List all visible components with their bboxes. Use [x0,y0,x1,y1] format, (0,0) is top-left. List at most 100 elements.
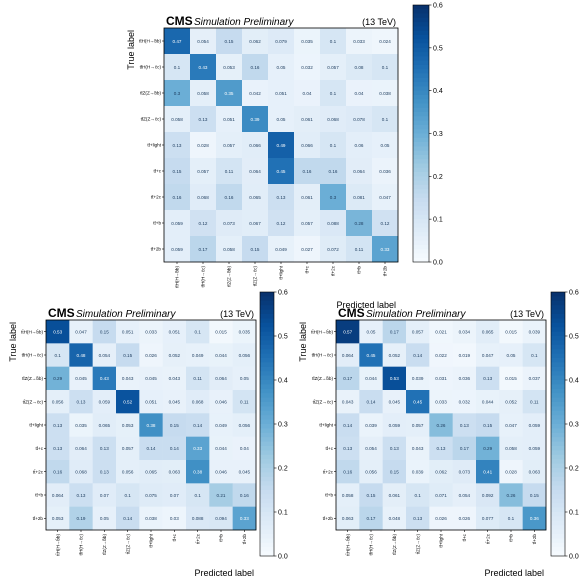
cell-value-label: 0.05 [240,376,249,381]
heatmap-cell [499,436,523,461]
colorbar-segment [260,507,274,513]
cell-value-label: 0.3 [330,195,337,200]
cell-value-label: 0.015 [215,329,227,334]
heatmap-cell [499,366,523,391]
heatmap-cell [216,28,243,55]
colorbar-segment [551,450,565,456]
y-tick-label: tt̄+2c [323,469,334,475]
cell-value-label: 0.15 [530,493,539,498]
cell-value-label: 0.11 [193,376,202,381]
header-status: Simulation Preliminary [194,17,294,28]
colorbar-tick-label: 0.5 [433,45,443,52]
heatmap-cell [320,54,347,81]
heatmap-cell [346,106,373,133]
heatmap-cell [336,436,360,461]
cell-value-label: 0.056 [122,469,134,474]
cell-value-label: 0.026 [459,516,471,521]
cell-value-label: 0.13 [199,117,208,122]
colorbar-segment [260,371,274,376]
cell-value-label: 0.056 [239,423,251,428]
cell-value-label: 0.057 [412,329,424,334]
colorbar-segment [260,419,274,425]
heatmap-cell [372,132,399,159]
colorbar-segment [551,459,565,464]
x-tick-label: tt̄+light [278,265,284,279]
cell-value-label: 0.16 [343,469,352,474]
y-tick-label: tt̄+c [325,445,333,451]
heatmap-cell [372,106,399,133]
heatmap-cell [268,184,295,211]
y-axis-label: True label [298,322,308,362]
y-tick-label: tt̄Z(Z→c̄c) [313,399,334,405]
colorbar-segment [413,30,429,36]
heatmap-cell [359,413,383,437]
colorbar-segment [413,176,429,182]
heatmap-cell [139,320,163,344]
x-tick-label: tt̄Z(Z→c̄c) [252,266,258,287]
colorbar-segment [260,498,274,504]
heatmap-cell [216,158,243,185]
colorbar-segment [551,410,565,416]
cell-value-label: 0.039 [529,329,541,334]
cell-value-label: 0.47 [173,39,182,44]
y-tick-label: tt̄Z(Z→b̄b) [140,90,161,96]
colorbar-segment [260,305,274,310]
colorbar-segment [551,419,565,425]
heatmap-cell [406,343,430,367]
heatmap-cell [46,460,70,484]
heatmap-cell [382,460,407,484]
colorbar-segment [551,362,565,368]
colorbar-segment [260,494,274,500]
colorbar-segment [260,547,274,552]
colorbar-segment [260,397,274,403]
cell-value-label: 0.48 [77,353,86,358]
colorbar-segment [413,214,429,220]
heatmap-cell [452,320,477,344]
colorbar-segment [551,516,565,522]
heatmap-cell [499,413,523,437]
cell-value-label: 0.064 [342,353,354,358]
cell-value-label: 0.13 [413,516,422,521]
cell-value-label: 0.035 [75,423,87,428]
cell-value-label: 0.33 [240,516,249,521]
heatmap-cell [268,158,295,185]
colorbar-segment [551,397,565,403]
heatmap-cell [46,366,70,391]
colorbar-segment [551,454,565,460]
cell-value-label: 0.064 [353,169,365,174]
heatmap-cell [452,366,477,391]
colorbar-segment [413,244,429,250]
heatmap-cell [190,132,217,159]
heatmap-cell [162,436,187,461]
heatmap-cell [139,506,163,531]
colorbar-segment [413,26,429,32]
colorbar-tick-label: 0.0 [433,260,443,267]
colorbar-segment [413,73,429,79]
colorbar-segment [260,314,274,319]
colorbar-segment [413,13,429,19]
cell-value-label: 0.35 [225,91,234,96]
cell-value-label: 0.078 [353,117,365,122]
colorbar-segment [413,47,429,53]
colorbar-segment [260,516,274,522]
heatmap-cell [346,80,373,107]
cell-value-label: 0.53 [390,376,399,381]
colorbar-tick-label: 0.1 [278,510,288,517]
colorbar-segment [551,542,565,548]
heatmap-cell [336,366,360,391]
cell-value-label: 0.13 [343,446,352,451]
cell-value-label: 0.057 [301,221,313,226]
y-tick-label: tt̄+light [147,142,161,148]
colorbar-segment [413,56,429,62]
heatmap-cell [164,54,191,81]
heatmap-cell [268,236,295,263]
colorbar-segment [551,314,565,319]
cell-value-label: 0.065 [145,469,157,474]
colorbar-segment [413,180,429,186]
cell-value-label: 0.17 [367,516,376,521]
heatmap-cell [186,506,210,531]
colorbar-segment [260,476,274,482]
colorbar-segment [413,64,429,70]
colorbar-segment [551,415,565,420]
header-energy: (13 TeV) [510,309,544,319]
